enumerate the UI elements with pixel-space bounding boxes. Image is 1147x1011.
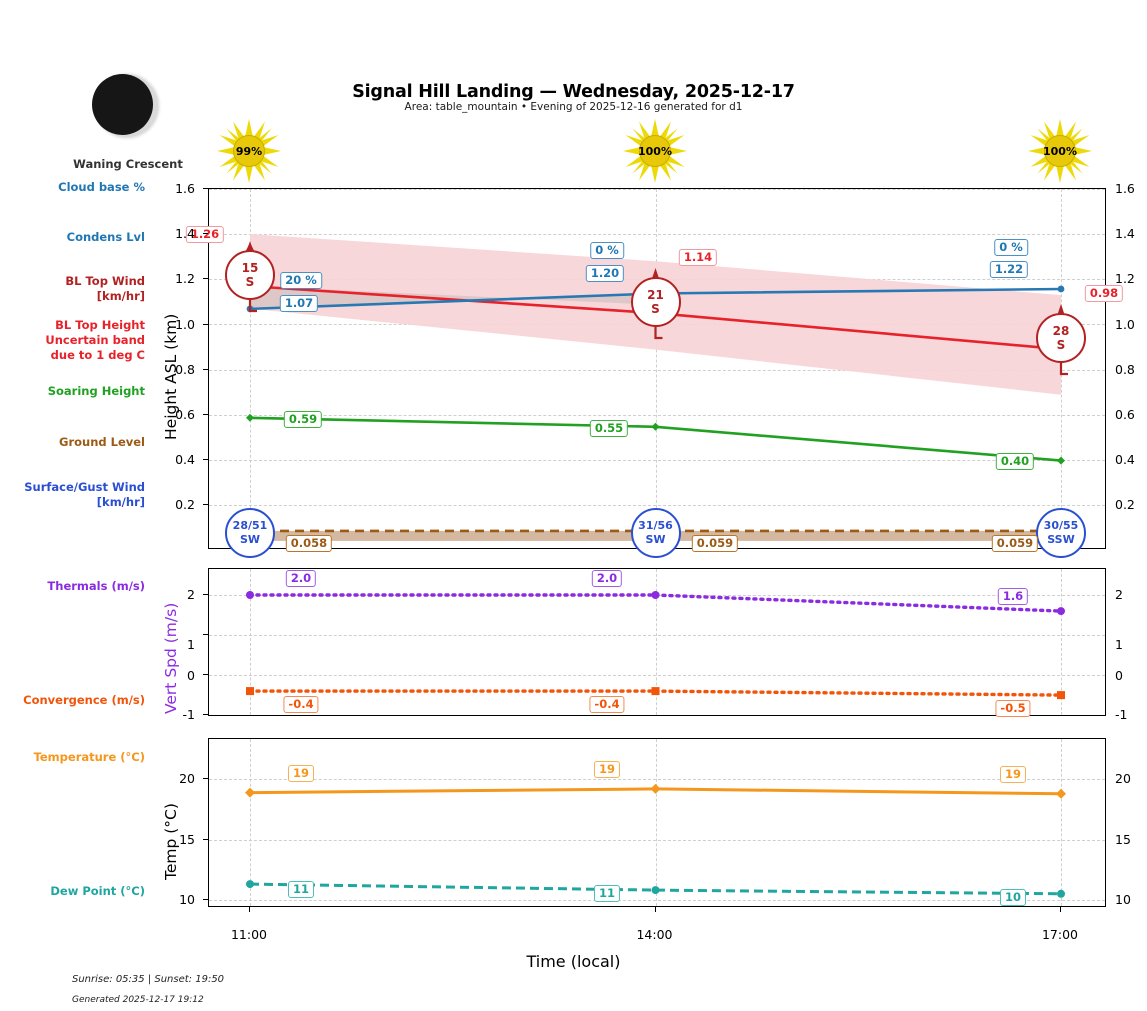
panel3-ytick-right-10: 10	[1115, 892, 1131, 907]
panel3-ytick-15: 15	[179, 832, 195, 847]
vertical-speed-plot	[246, 591, 1065, 700]
sun-percent-label: 100%	[1043, 144, 1077, 158]
ground-level-value-1400: 0.059	[691, 535, 739, 552]
height-panel: 15 S 21 S 28 S 28/51 SW 31/56 SW 30/55 S…	[185, 188, 1124, 558]
panel2-ytick-neg1: -1	[182, 707, 195, 722]
generated-footnote: Generated 2025-12-17 19:12	[72, 995, 204, 1005]
panel3-ytick-20: 20	[179, 771, 195, 786]
panel2-ytick-right-neg1: -1	[1115, 707, 1128, 722]
legend-label-condens-lvl: Condens Lvl	[66, 230, 145, 244]
panel3-ytick-right-15: 15	[1115, 832, 1131, 847]
panel1-ytick-1-4: 1.4	[175, 226, 195, 241]
temperature-plot	[245, 783, 1066, 898]
dew-point-value-1400: 11	[593, 885, 621, 902]
temperature-value-1700: 19	[999, 766, 1027, 783]
legend-label-surface-gust-wind: Surface/Gust Wind [km/hr]	[24, 480, 145, 509]
page-subtitle: Area: table_mountain • Evening of 2025-1…	[404, 101, 743, 113]
thermals-value-1400: 2.0	[591, 570, 623, 587]
legend-label-soaring-height: Soaring Height	[47, 384, 145, 398]
height-panel-plot	[242, 234, 1068, 541]
cloud-base-value-1700: 1.22	[989, 261, 1029, 278]
panel2-ytick-right-0: 0	[1115, 668, 1123, 683]
cloud-base-value-1400: 1.20	[585, 265, 625, 282]
soaring-height-value-1100: 0.59	[283, 411, 323, 428]
panel1-ytick-1-2: 1.2	[175, 271, 195, 286]
legend-label-dew-point: Dew Point (°C)	[50, 884, 145, 898]
temperature-panel: 19 19 19 11 11 10	[208, 738, 1106, 907]
legend-label-thermals: Thermals (m/s)	[47, 579, 145, 593]
surface-wind-barb-1400: 31/56 SW	[630, 508, 681, 558]
xtick-1700: 17:00	[1041, 927, 1079, 942]
panel1-ytick-right-0-2: 0.2	[1115, 497, 1135, 512]
panel2-ytick-0: 0	[187, 668, 195, 683]
condens-lvl-value-1400: 1.14	[678, 249, 718, 266]
condens-lvl-value-1100: 1.26	[185, 226, 225, 243]
surface-wind-barb-1100: 28/51 SW	[225, 508, 275, 558]
legend-label-bl-top-wind: BL Top Wind [km/hr]	[65, 274, 145, 303]
panel1-ytick-right-0-8: 0.8	[1115, 362, 1135, 377]
panel1-ytick-right-1-0: 1.0	[1115, 317, 1135, 332]
xtick-1100: 11:00	[230, 927, 268, 942]
cloud-base-pct-1700: 0 %	[994, 239, 1028, 256]
sun-percent-label: 100%	[638, 144, 672, 158]
ground-level-value-1700: 0.059	[991, 535, 1039, 552]
sun-percent-label: 99%	[235, 144, 263, 158]
panel1-ytick-0-2: 0.2	[175, 497, 195, 512]
panel2-ytick-2: 2	[187, 587, 195, 602]
sun-icon-1400: 100%	[623, 119, 687, 183]
dew-point-value-1700: 10	[999, 889, 1027, 906]
panel1-ytick-right-1-2: 1.2	[1115, 271, 1135, 286]
thermals-value-1100: 2.0	[285, 570, 317, 587]
panel1-ytick-right-1-4: 1.4	[1115, 226, 1135, 241]
temperature-value-1400: 19	[593, 761, 621, 778]
temperature-value-1100: 19	[287, 765, 315, 782]
sun-times-footnote: Sunrise: 05:35 | Sunset: 19:50	[72, 974, 225, 985]
legend-label-bl-top-height: BL Top Height Uncertain band due to 1 deg …	[45, 318, 145, 362]
legend-label-cloud-base: Cloud base %	[58, 180, 145, 194]
convergence-value-1700: -0.5	[995, 700, 1031, 717]
panel2-ytick-right-1: 1	[1115, 637, 1123, 652]
panel2-y-axis-title: Vert Spd (m/s)	[162, 602, 180, 714]
moon-waning-crescent-icon	[92, 72, 164, 144]
panel3-ytick-10: 10	[179, 892, 195, 907]
panel1-ytick-right-0-6: 0.6	[1115, 407, 1135, 422]
soaring-height-value-1400: 0.55	[589, 420, 629, 437]
cloud-base-pct-1100: 20 %	[280, 272, 322, 289]
panel1-ytick-0-8: 0.8	[175, 362, 195, 377]
legend-label-convergence: Convergence (m/s)	[23, 693, 145, 707]
condens-lvl-value-1700: 0.98	[1084, 285, 1124, 302]
panel1-ytick-right-1-6: 1.6	[1115, 181, 1135, 196]
vertical-speed-panel: 2.0 2.0 1.6 -0.4 -0.4 -0.5	[208, 568, 1106, 717]
bl-top-wind-barb-1100: 15 S	[225, 250, 275, 300]
panel1-ytick-right-0-4: 0.4	[1115, 452, 1135, 467]
ground-level-value-1100: 0.058	[285, 535, 333, 552]
dew-point-value-1100: 11	[287, 881, 315, 898]
legend-label-temperature: Temperature (°C)	[33, 750, 145, 764]
bl-top-wind-barb-1400: 21 S	[630, 277, 681, 327]
sun-icon-1700: 100%	[1028, 119, 1092, 183]
panel2-ytick-1: 1	[187, 637, 195, 652]
convergence-value-1400: -0.4	[589, 696, 625, 713]
bl-top-wind-barb-1700: 28 S	[1036, 313, 1086, 363]
panel1-ytick-0-6: 0.6	[175, 407, 195, 422]
convergence-value-1100: -0.4	[283, 696, 319, 713]
panel1-ytick-1-6: 1.6	[175, 181, 195, 196]
sun-icon-1100: 99%	[217, 119, 281, 183]
soaring-height-value-1700: 0.40	[995, 453, 1035, 470]
cloud-base-pct-1400: 0 %	[590, 242, 624, 259]
moon-phase-label: Waning Crescent	[73, 157, 183, 171]
legend-label-ground-level: Ground Level	[59, 435, 145, 449]
cloud-base-value-1100: 1.07	[279, 295, 319, 312]
thermals-value-1700: 1.6	[997, 588, 1029, 605]
panel3-ytick-right-20: 20	[1115, 771, 1131, 786]
xtick-1400: 14:00	[636, 927, 673, 942]
panel1-ytick-1-0: 1.0	[175, 317, 195, 332]
x-axis-title: Time (local)	[526, 952, 621, 971]
panel2-ytick-right-2: 2	[1115, 587, 1123, 602]
panel1-ytick-0-4: 0.4	[175, 452, 195, 467]
page-title: Signal Hill Landing — Wednesday, 2025-12…	[352, 82, 795, 102]
dew-point-line	[249, 882, 1062, 896]
surface-wind-barb-1700: 30/55 SSW	[1036, 508, 1086, 558]
